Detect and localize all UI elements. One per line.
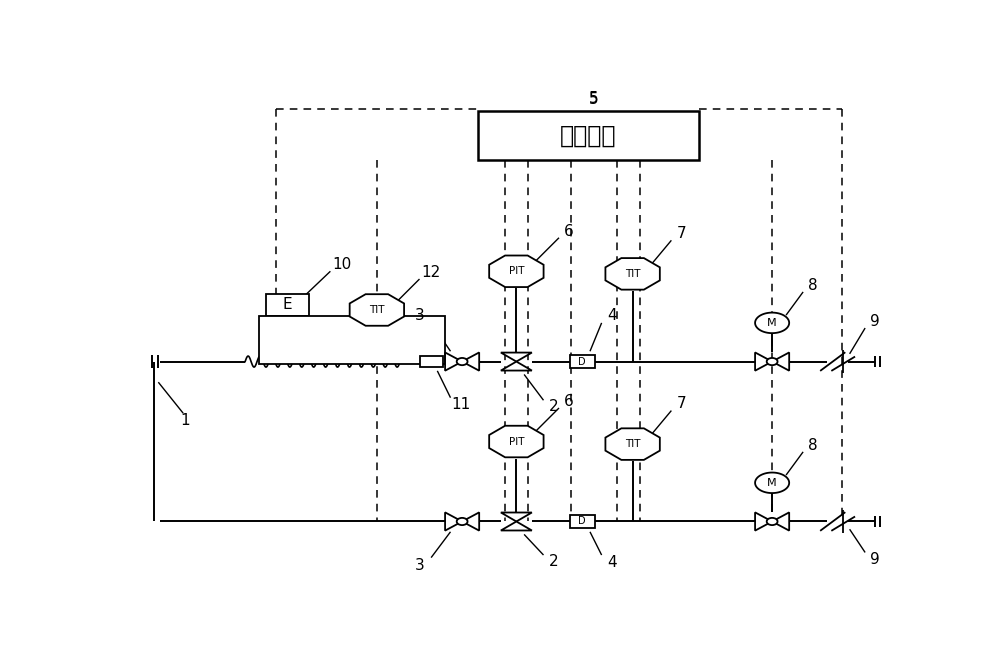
Text: 控制装置: 控制装置: [560, 124, 616, 148]
Polygon shape: [462, 513, 479, 531]
Text: 9: 9: [870, 314, 880, 329]
Text: 7: 7: [677, 226, 686, 241]
Polygon shape: [755, 352, 772, 371]
Text: E: E: [283, 297, 293, 312]
Circle shape: [767, 518, 778, 525]
Circle shape: [767, 358, 778, 365]
Polygon shape: [772, 513, 789, 531]
Text: 9: 9: [870, 551, 880, 567]
Text: TIT: TIT: [625, 269, 640, 279]
Text: 3: 3: [415, 308, 424, 323]
Polygon shape: [605, 258, 660, 289]
Text: 5: 5: [589, 92, 599, 107]
Text: 7: 7: [677, 397, 686, 411]
Text: TIT: TIT: [369, 305, 385, 315]
Polygon shape: [445, 352, 462, 371]
Text: 2: 2: [549, 554, 558, 569]
Text: 4: 4: [607, 555, 617, 570]
Text: 10: 10: [332, 257, 352, 272]
Text: 6: 6: [564, 394, 574, 409]
Polygon shape: [755, 472, 789, 493]
Polygon shape: [605, 428, 660, 460]
Text: 8: 8: [808, 277, 818, 293]
Polygon shape: [489, 255, 544, 287]
Polygon shape: [462, 352, 479, 371]
Polygon shape: [489, 425, 544, 458]
Text: 5: 5: [589, 91, 599, 106]
Text: 11: 11: [451, 397, 470, 412]
Text: M: M: [767, 318, 777, 328]
Polygon shape: [772, 352, 789, 371]
Text: D: D: [578, 356, 586, 366]
Text: M: M: [767, 478, 777, 488]
Text: PIT: PIT: [509, 437, 524, 446]
Polygon shape: [350, 294, 404, 326]
Text: TIT: TIT: [625, 439, 640, 449]
Bar: [266, 293, 309, 316]
Text: 3: 3: [415, 558, 424, 573]
Bar: [478, 111, 698, 160]
Bar: [570, 515, 595, 527]
Polygon shape: [501, 352, 532, 362]
Text: 12: 12: [422, 265, 441, 280]
Text: 6: 6: [564, 224, 574, 239]
Bar: [420, 356, 443, 366]
Text: 2: 2: [549, 399, 558, 415]
Polygon shape: [755, 313, 789, 333]
Text: PIT: PIT: [509, 266, 524, 276]
Text: 4: 4: [607, 308, 617, 323]
Polygon shape: [501, 513, 532, 521]
Polygon shape: [755, 513, 772, 531]
Bar: [570, 356, 595, 368]
Bar: [259, 316, 445, 364]
Circle shape: [457, 518, 468, 525]
Circle shape: [457, 358, 468, 365]
Polygon shape: [501, 521, 532, 531]
Polygon shape: [501, 362, 532, 371]
Text: 1: 1: [181, 413, 190, 428]
Polygon shape: [445, 513, 462, 531]
Text: 8: 8: [808, 438, 818, 453]
Text: D: D: [578, 517, 586, 527]
